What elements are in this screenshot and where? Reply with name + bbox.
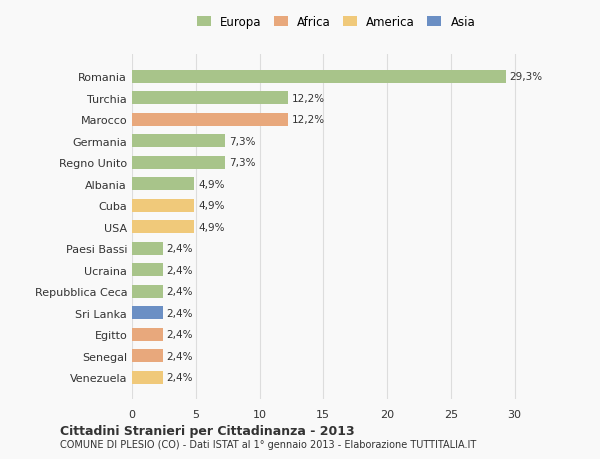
Bar bbox=[132, 92, 287, 105]
Text: 2,4%: 2,4% bbox=[166, 351, 193, 361]
Text: COMUNE DI PLESIO (CO) - Dati ISTAT al 1° gennaio 2013 - Elaborazione TUTTITALIA.: COMUNE DI PLESIO (CO) - Dati ISTAT al 1°… bbox=[60, 440, 476, 449]
Bar bbox=[132, 178, 194, 191]
Bar bbox=[132, 135, 225, 148]
Text: 7,3%: 7,3% bbox=[229, 158, 256, 168]
Text: 4,9%: 4,9% bbox=[198, 179, 225, 189]
Text: 2,4%: 2,4% bbox=[166, 286, 193, 297]
Text: 2,4%: 2,4% bbox=[166, 244, 193, 254]
Bar bbox=[132, 199, 194, 212]
Bar bbox=[132, 263, 163, 276]
Text: 2,4%: 2,4% bbox=[166, 265, 193, 275]
Text: 2,4%: 2,4% bbox=[166, 330, 193, 339]
Bar bbox=[132, 242, 163, 255]
Bar bbox=[132, 221, 194, 234]
Bar bbox=[132, 285, 163, 298]
Text: 7,3%: 7,3% bbox=[229, 136, 256, 146]
Text: 4,9%: 4,9% bbox=[198, 222, 225, 232]
Bar bbox=[132, 349, 163, 362]
Text: 12,2%: 12,2% bbox=[292, 94, 325, 104]
Text: 12,2%: 12,2% bbox=[292, 115, 325, 125]
Text: Cittadini Stranieri per Cittadinanza - 2013: Cittadini Stranieri per Cittadinanza - 2… bbox=[60, 424, 355, 437]
Bar bbox=[132, 71, 506, 84]
Bar bbox=[132, 307, 163, 319]
Text: 4,9%: 4,9% bbox=[198, 201, 225, 211]
Text: 2,4%: 2,4% bbox=[166, 308, 193, 318]
Text: 29,3%: 29,3% bbox=[509, 72, 542, 82]
Text: 2,4%: 2,4% bbox=[166, 372, 193, 382]
Bar bbox=[132, 113, 287, 127]
Legend: Europa, Africa, America, Asia: Europa, Africa, America, Asia bbox=[197, 16, 475, 29]
Bar bbox=[132, 371, 163, 384]
Bar bbox=[132, 157, 225, 169]
Bar bbox=[132, 328, 163, 341]
